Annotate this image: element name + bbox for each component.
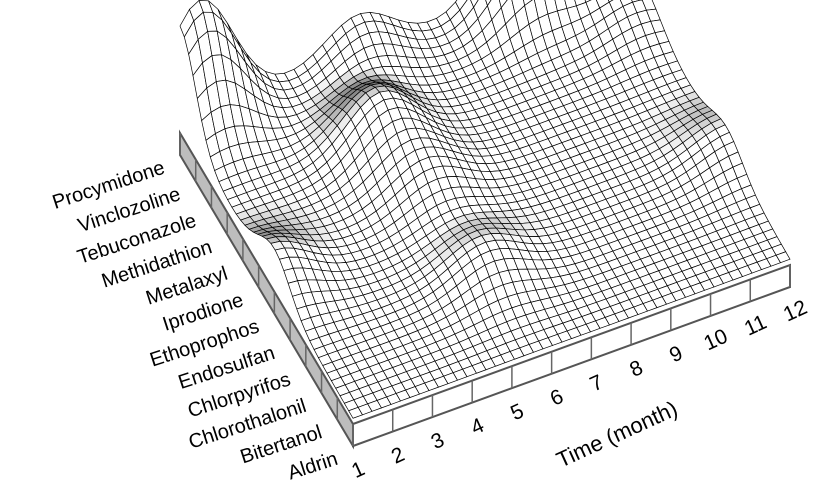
x-tick-label: 12 [780, 296, 811, 327]
x-tick-label: 9 [666, 342, 686, 368]
y-tick-label: Aldrin [285, 448, 340, 485]
x-tick-label: 3 [428, 428, 448, 454]
surface-cell [470, 0, 479, 9]
surface-cell [775, 251, 791, 264]
x-tick-label: 7 [587, 370, 607, 396]
x-tick-label: 4 [467, 414, 487, 440]
x-tick-label: 2 [388, 443, 408, 469]
x-tick-label: 8 [626, 356, 646, 382]
x-tick-label: 10 [700, 325, 731, 356]
chart-base [179, 129, 791, 450]
x-tick-label: 5 [507, 399, 527, 425]
x-tick-label: 11 [741, 311, 770, 341]
wireframe-surface [179, 0, 791, 419]
surface-cell [498, 0, 508, 9]
x-tick-label: 6 [547, 385, 567, 411]
x-tick-label: 1 [348, 457, 368, 483]
surface-cell [485, 0, 492, 7]
x-axis-label: Time (month) [553, 396, 682, 473]
